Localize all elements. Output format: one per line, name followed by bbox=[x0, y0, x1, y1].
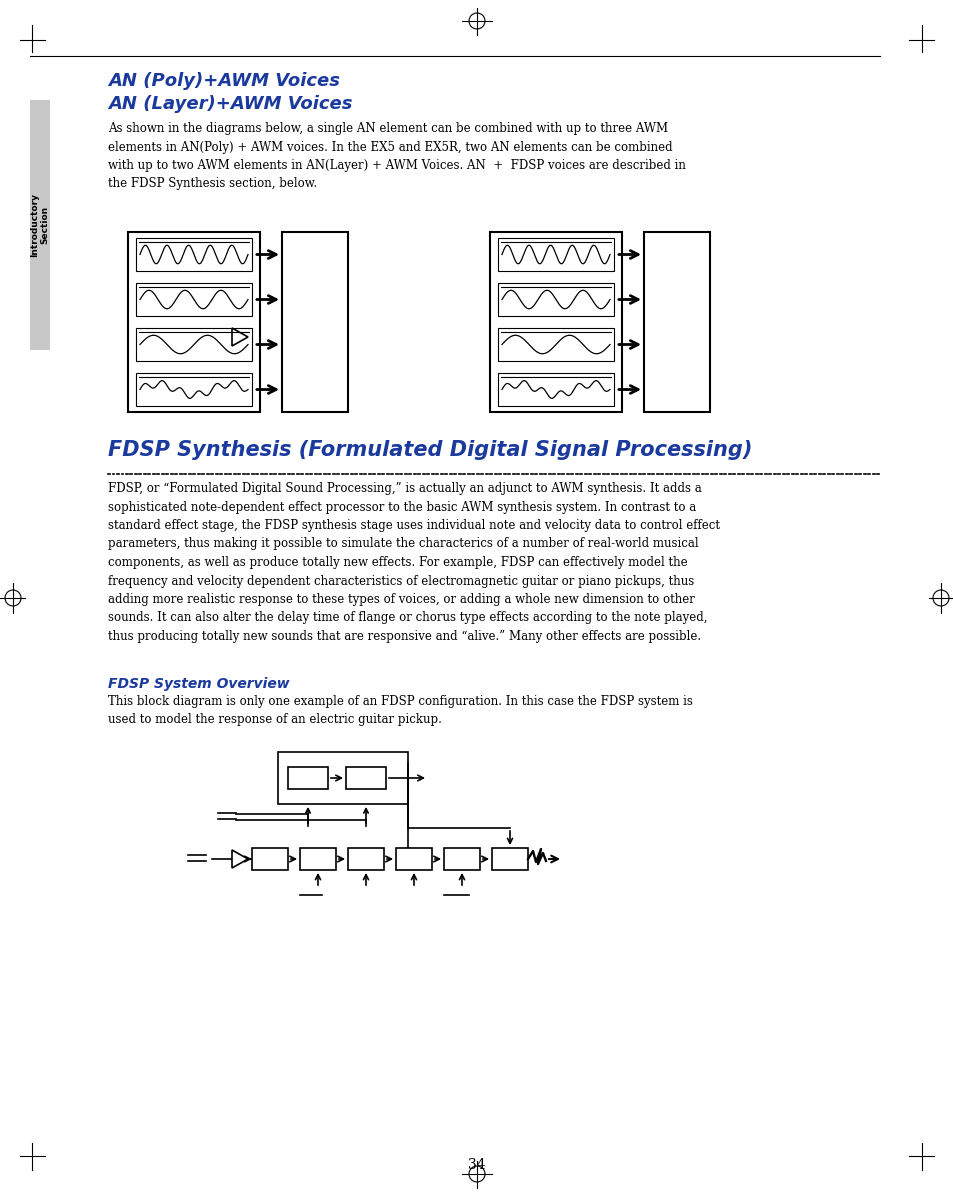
Bar bbox=[643, 232, 709, 411]
Bar bbox=[497, 373, 614, 405]
Bar bbox=[136, 238, 252, 271]
Bar bbox=[128, 232, 260, 411]
Text: AN (Poly)+AWM Voices: AN (Poly)+AWM Voices bbox=[108, 72, 339, 90]
Polygon shape bbox=[232, 328, 248, 346]
Bar bbox=[395, 848, 432, 869]
Bar bbox=[136, 328, 252, 361]
Bar bbox=[136, 283, 252, 316]
Polygon shape bbox=[232, 850, 248, 868]
Bar bbox=[30, 100, 50, 350]
Bar bbox=[497, 328, 614, 361]
Bar bbox=[136, 373, 252, 405]
Text: FDSP, or “Formulated Digital Sound Processing,” is actually an adjunct to AWM sy: FDSP, or “Formulated Digital Sound Proce… bbox=[108, 482, 720, 643]
Bar bbox=[277, 752, 408, 804]
Text: As shown in the diagrams below, a single AN element can be combined with up to t: As shown in the diagrams below, a single… bbox=[108, 122, 685, 190]
Bar bbox=[348, 848, 384, 869]
Text: AN (Layer)+AWM Voices: AN (Layer)+AWM Voices bbox=[108, 94, 352, 112]
Text: Introductory
Section: Introductory Section bbox=[30, 193, 50, 257]
Bar bbox=[299, 848, 335, 869]
Bar bbox=[497, 238, 614, 271]
Bar bbox=[490, 232, 621, 411]
Bar bbox=[282, 232, 348, 411]
Text: This block diagram is only one example of an FDSP configuration. In this case th: This block diagram is only one example o… bbox=[108, 695, 692, 726]
Bar bbox=[492, 848, 527, 869]
Text: 34: 34 bbox=[468, 1158, 485, 1172]
Bar bbox=[497, 283, 614, 316]
Text: FDSP System Overview: FDSP System Overview bbox=[108, 677, 290, 691]
Text: FDSP Synthesis (Formulated Digital Signal Processing): FDSP Synthesis (Formulated Digital Signa… bbox=[108, 440, 752, 460]
Bar bbox=[346, 767, 386, 789]
Bar bbox=[252, 848, 288, 869]
Bar bbox=[443, 848, 479, 869]
Bar bbox=[288, 767, 328, 789]
